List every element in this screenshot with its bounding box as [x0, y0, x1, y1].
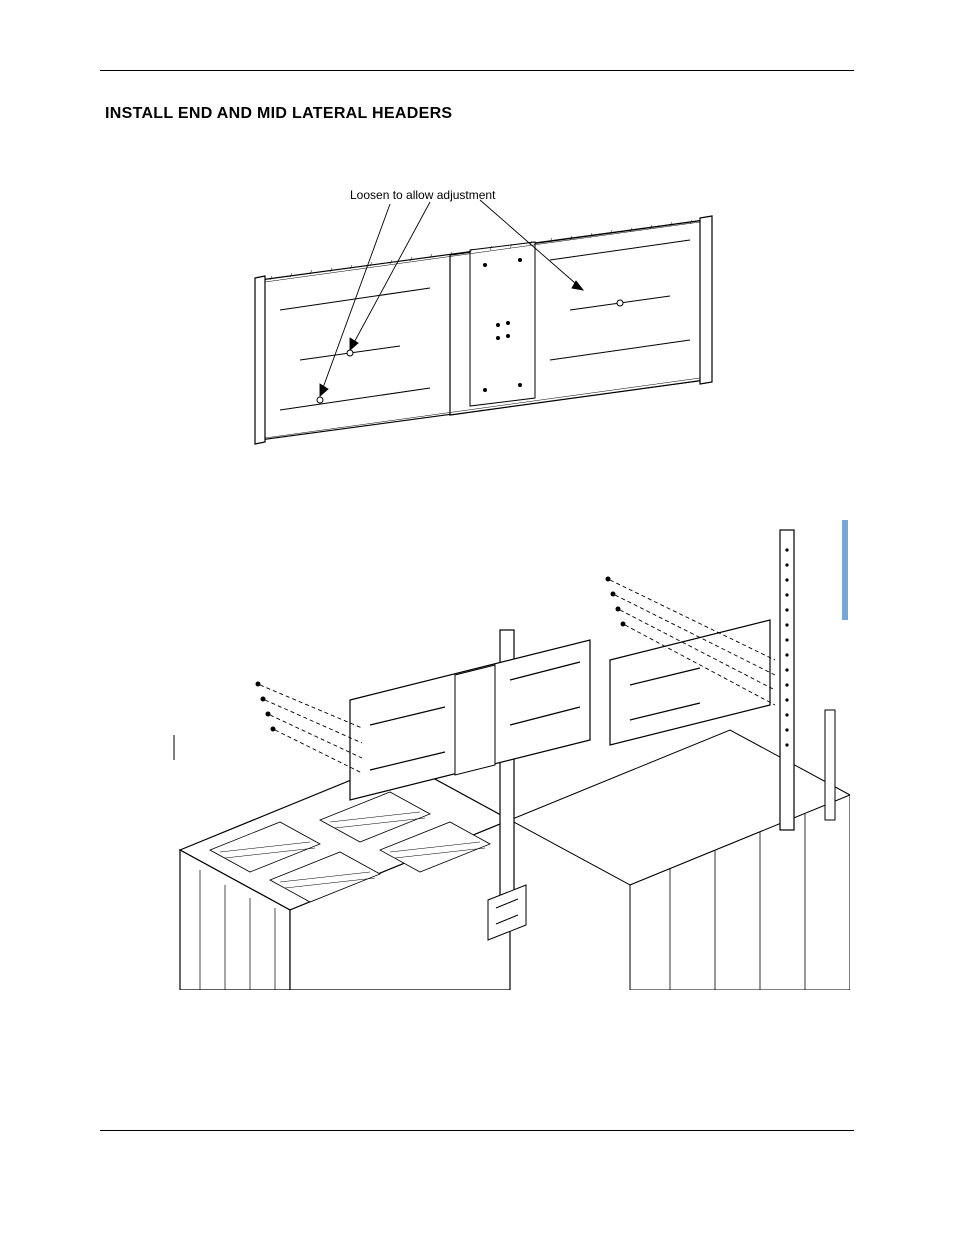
page: INSTALL END AND MID LATERAL HEADERS: [0, 0, 954, 1235]
section-title: INSTALL END AND MID LATERAL HEADERS: [105, 105, 452, 123]
figure2-svg: [170, 510, 850, 990]
figure-header-panel: Loosen to allow adjustment: [250, 160, 720, 450]
figure1-svg: [250, 160, 720, 450]
top-rule: [100, 70, 854, 71]
figure-assembly-iso: [170, 510, 850, 990]
bottom-rule: [100, 1130, 854, 1131]
figure1-callout: Loosen to allow adjustment: [350, 188, 495, 202]
